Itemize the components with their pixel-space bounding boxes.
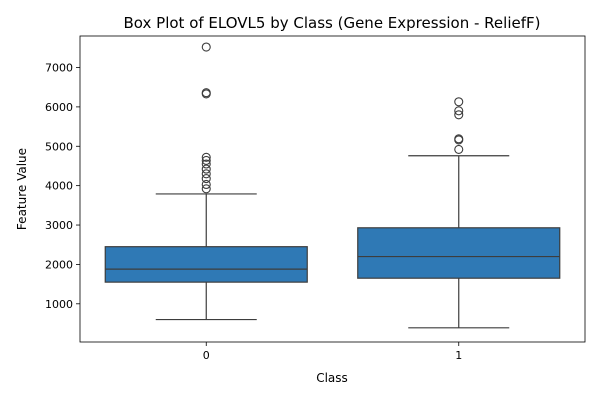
iqr-box [104,246,308,283]
outlier-point [454,97,464,107]
outlier-point [201,159,211,169]
y-tick-label: 6000 [45,101,73,114]
y-tick-label: 2000 [45,258,73,271]
iqr-box [357,227,561,279]
plot-area [104,42,561,329]
outlier-point [201,152,211,162]
y-tick-label: 5000 [45,140,73,153]
y-tick-label: 3000 [45,219,73,232]
axes-frame [79,35,586,343]
x-tick-label: 1 [455,349,462,362]
outlier-point [201,155,211,165]
outlier-point [454,106,464,116]
outlier-point [201,184,211,194]
outlier-point [201,42,211,52]
outlier-point [454,144,464,154]
outlier-point [201,88,211,98]
outlier-point [201,174,211,184]
y-tick-label: 7000 [45,62,73,75]
x-tick-label: 0 [203,349,210,362]
outlier-point [201,164,211,174]
chart-title: Box Plot of ELOVL5 by Class (Gene Expres… [124,14,541,32]
y-tick-label: 1000 [45,298,73,311]
outlier-point [201,169,211,179]
box-group-class-0 [104,42,308,321]
outlier-point [454,134,464,144]
outlier-point [201,179,211,190]
y-axis-label: Feature Value [15,148,29,230]
y-axis-ticks: 1000 2000 3000 4000 5000 6000 7000 [45,62,80,311]
box-group-class-1 [357,97,561,329]
outlier-point [454,110,464,120]
y-tick-label: 4000 [45,180,73,193]
x-axis-label: Class [316,371,348,385]
